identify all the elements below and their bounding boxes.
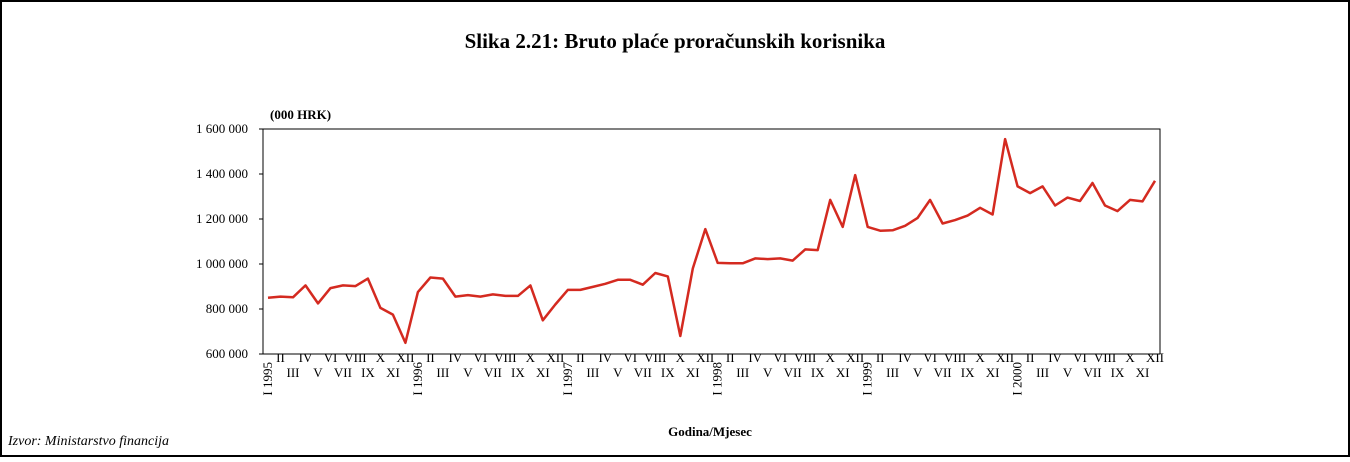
x-tick-label: IV xyxy=(1048,350,1062,365)
x-tick-label: V xyxy=(763,365,773,380)
x-tick-label: VII xyxy=(1084,365,1102,380)
x-tick-label: IX xyxy=(661,365,675,380)
x-tick-label: IX xyxy=(361,365,375,380)
y-tick-label: 1 400 000 xyxy=(196,166,248,181)
x-tick-label: VI xyxy=(623,350,637,365)
x-tick-label: X xyxy=(825,350,835,365)
x-tick-label: IV xyxy=(748,350,762,365)
x-tick-label: IV xyxy=(898,350,912,365)
x-tick-label: VIII xyxy=(1094,350,1116,365)
x-tick-label: III xyxy=(886,365,899,380)
y-tick-label: 800 000 xyxy=(206,301,248,316)
y-tick-label: 1 600 000 xyxy=(196,121,248,136)
x-tick-label: VII xyxy=(784,365,802,380)
x-tick-label: V xyxy=(463,365,473,380)
x-tick-label: X xyxy=(975,350,985,365)
x-tick-label: VI xyxy=(923,350,937,365)
x-tick-label: VIII xyxy=(644,350,666,365)
x-tick-label: XI xyxy=(386,365,400,380)
x-tick-label: III xyxy=(736,365,749,380)
x-tick-label: V xyxy=(1063,365,1073,380)
x-axis-label: Godina/Mjesec xyxy=(668,424,752,439)
x-tick-label: XI xyxy=(986,365,1000,380)
x-tick-label: XI xyxy=(536,365,550,380)
x-tick-label: VI xyxy=(324,350,338,365)
x-tick-label: VII xyxy=(484,365,502,380)
x-tick-label: IX xyxy=(1111,365,1125,380)
x-tick-label: IX xyxy=(961,365,975,380)
x-tick-label: I 1997 xyxy=(560,362,575,396)
x-tick-label: XII xyxy=(546,350,564,365)
x-tick-label: IV xyxy=(598,350,612,365)
x-tick-label: IV xyxy=(449,350,463,365)
x-tick-label: X xyxy=(1125,350,1135,365)
x-tick-label: IX xyxy=(811,365,825,380)
x-tick-label: XI xyxy=(836,365,850,380)
x-tick-label: VIII xyxy=(944,350,966,365)
y-tick-label: 1 000 000 xyxy=(196,256,248,271)
x-tick-label: II xyxy=(576,350,585,365)
x-tick-label: VII xyxy=(334,365,352,380)
x-tick-label: XII xyxy=(696,350,714,365)
data-line xyxy=(267,137,1157,345)
x-tick-label: III xyxy=(436,365,449,380)
x-tick-label: VII xyxy=(634,365,652,380)
x-tick-label: I 2000 xyxy=(1010,362,1025,396)
x-tick-label: II xyxy=(426,350,435,365)
x-tick-label: VII xyxy=(934,365,952,380)
x-tick-label: X xyxy=(526,350,536,365)
x-tick-label: VI xyxy=(1073,350,1087,365)
x-tick-label: VIII xyxy=(344,350,366,365)
x-tick-label: II xyxy=(1026,350,1035,365)
x-tick-label: XII xyxy=(996,350,1014,365)
x-tick-label: V xyxy=(313,365,323,380)
y-axis-label: (000 HRK) xyxy=(270,107,331,122)
x-tick-label: I 1996 xyxy=(410,362,425,396)
x-tick-label: II xyxy=(726,350,735,365)
x-tick-label: VIII xyxy=(794,350,816,365)
source: Izvor: Ministarstvo financija xyxy=(7,434,169,449)
x-tick-label: X xyxy=(676,350,686,365)
x-tick-label: VIII xyxy=(494,350,516,365)
x-tick-label: XII xyxy=(396,350,414,365)
x-tick-label: V xyxy=(913,365,923,380)
x-tick-label: I 1998 xyxy=(710,362,725,396)
chart-title: Slika 2.21: Bruto plaće proračunskih kor… xyxy=(465,29,886,53)
x-tick-label: III xyxy=(1036,365,1049,380)
x-tick-label: X xyxy=(376,350,386,365)
x-tick-label: V xyxy=(613,365,623,380)
x-tick-label: III xyxy=(586,365,599,380)
x-tick-label: XII xyxy=(846,350,864,365)
x-tick-label: VI xyxy=(773,350,787,365)
x-tick-label: II xyxy=(876,350,885,365)
plot-area xyxy=(262,128,1161,355)
x-tick-label: I 1995 xyxy=(260,362,275,396)
x-tick-label: XI xyxy=(1136,365,1150,380)
x-tick-label: VI xyxy=(474,350,488,365)
x-tick-label: XI xyxy=(686,365,700,380)
y-tick-label: 600 000 xyxy=(206,346,248,361)
x-tick-label: I 1999 xyxy=(860,362,875,396)
x-tick-label: IX xyxy=(511,365,525,380)
y-tick-label: 1 200 000 xyxy=(196,211,248,226)
x-tick-label: XII xyxy=(1146,350,1164,365)
x-tick-label: III xyxy=(286,365,299,380)
x-tick-label: II xyxy=(276,350,285,365)
x-tick-label: IV xyxy=(299,350,313,365)
